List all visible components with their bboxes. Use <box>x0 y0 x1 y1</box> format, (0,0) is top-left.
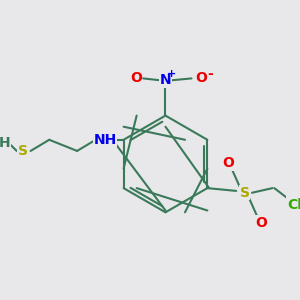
Text: S: S <box>18 144 28 158</box>
Text: Cl: Cl <box>287 198 300 212</box>
Text: NH: NH <box>93 133 117 147</box>
Text: +: + <box>167 69 177 79</box>
Text: O: O <box>255 215 267 230</box>
Text: O: O <box>222 156 234 170</box>
Text: N: N <box>160 73 171 87</box>
Text: H: H <box>0 136 11 151</box>
Text: -: - <box>207 67 213 81</box>
Text: O: O <box>195 71 207 85</box>
Text: S: S <box>239 186 250 200</box>
Text: O: O <box>130 71 142 85</box>
